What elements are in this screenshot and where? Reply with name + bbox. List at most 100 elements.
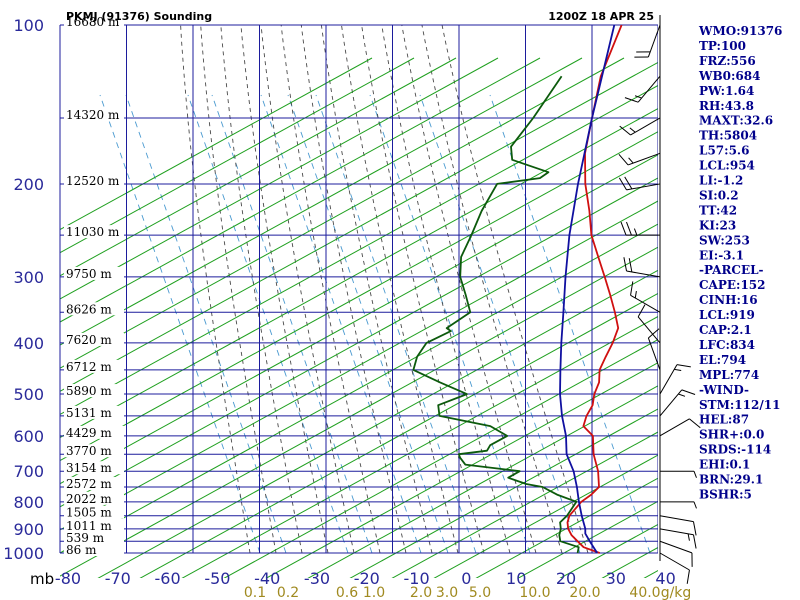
dry-adiabat-line xyxy=(559,523,658,578)
chart-title: PKMJ (91376) Sounding xyxy=(66,10,212,23)
height-label-bg xyxy=(64,266,124,280)
index-line: PW:1.64 xyxy=(699,84,754,98)
mixing-ratio-line xyxy=(369,94,531,554)
wind-barb xyxy=(618,152,661,166)
height-label: 4429 m xyxy=(66,426,112,440)
wind-barb xyxy=(637,304,661,344)
index-line: EI:-3.1 xyxy=(699,248,744,262)
wind-barb xyxy=(623,257,661,278)
dry-adiabat-line xyxy=(517,500,658,578)
dry-adiabat-line xyxy=(60,61,658,392)
index-line: FRZ:556 xyxy=(699,54,756,68)
temperature-tick-label: -60 xyxy=(155,569,181,588)
index-line: TP:100 xyxy=(699,39,746,53)
temperature-tick-label: 10 xyxy=(506,569,526,588)
isobar-grid xyxy=(59,24,658,554)
dry-adiabat-line xyxy=(60,246,658,577)
height-label-bg xyxy=(64,225,124,239)
mixing-ratio-line xyxy=(187,94,349,554)
pressure-tick-label: 900 xyxy=(13,520,44,539)
dry-adiabat-line xyxy=(60,57,457,277)
dry-adiabat-line xyxy=(60,108,658,439)
mixing-ratio-unit: g/kg xyxy=(661,585,692,600)
height-label-bg xyxy=(64,405,124,419)
temperature-tick-label: -30 xyxy=(304,569,330,588)
moist-adiabat-line xyxy=(320,25,433,554)
wind-barb xyxy=(660,501,697,509)
temperature-tick-label: -70 xyxy=(105,569,131,588)
height-label: 11030 m xyxy=(66,225,120,239)
index-line: HEL:87 xyxy=(699,413,749,427)
height-label-bg xyxy=(64,518,124,532)
wind-barb xyxy=(624,75,661,103)
dry-adiabat-line xyxy=(60,84,658,415)
mixing-ratio-label: 40.0 xyxy=(629,585,660,600)
temperature-tick-label: 0 xyxy=(461,569,471,588)
mixing-ratio-lines xyxy=(99,94,651,554)
pressure-tick-label: 500 xyxy=(13,385,44,404)
height-label-bg xyxy=(64,384,124,398)
height-labels: 16680 m 14320 m 12520 m 11030 m 9750 m 8626 m… xyxy=(64,15,124,557)
mixing-ratio-label: 2.0 xyxy=(410,585,432,600)
height-label-bg xyxy=(64,302,124,316)
moist-adiabats xyxy=(180,25,589,554)
index-line: LI:-1.2 xyxy=(699,174,743,188)
parcel-trace xyxy=(559,25,616,554)
index-line: EL:794 xyxy=(699,353,746,367)
dry-adiabat-line xyxy=(60,131,658,462)
height-label: 5131 m xyxy=(66,406,112,420)
mixing-ratio-label: 5.0 xyxy=(469,585,491,600)
index-line: BRN:29.1 xyxy=(699,473,763,487)
index-line: MPL:774 xyxy=(699,368,759,382)
index-line: TT:42 xyxy=(699,203,737,217)
height-label: 86 m xyxy=(66,543,97,557)
height-label: 3770 m xyxy=(66,444,112,458)
pressure-tick-label: 400 xyxy=(13,334,44,353)
index-line: RH:43.8 xyxy=(699,99,754,113)
moist-adiabat-line xyxy=(300,25,407,554)
index-line: LFC:834 xyxy=(699,338,755,352)
mixing-ratio-label: 1.0 xyxy=(363,585,385,600)
pressure-tick-label: 300 xyxy=(13,268,44,287)
index-line: WMO:91376 xyxy=(698,24,782,38)
pressure-unit-label: mb xyxy=(30,570,54,588)
mixing-ratio-label: 0.6 xyxy=(336,585,358,600)
height-label: 8626 m xyxy=(66,302,112,316)
stability-indices: WMO:91376TP:100FRZ:556WB0:684PW:1.64RH:4… xyxy=(698,24,782,501)
moist-adiabat-line xyxy=(200,25,277,554)
pressure-tick-label: 700 xyxy=(13,462,44,481)
height-label-bg xyxy=(64,543,124,556)
height-label: 3154 m xyxy=(66,461,112,475)
pressure-tick-label: 600 xyxy=(13,427,44,446)
dry-adiabat-line xyxy=(97,269,658,578)
dry-adiabat-line xyxy=(433,454,658,578)
dry-adiabat-line xyxy=(60,57,541,323)
index-line: EHI:0.1 xyxy=(699,458,750,472)
wind-barb xyxy=(619,117,661,136)
temperature-tick-label: -20 xyxy=(354,569,380,588)
wind-barb xyxy=(659,389,696,417)
dry-adiabat-line xyxy=(475,477,658,578)
wind-barb xyxy=(660,470,697,478)
sounding-traces xyxy=(412,25,623,554)
wind-barbs xyxy=(618,15,701,584)
height-label-bg xyxy=(64,531,124,545)
index-line: L57:5.6 xyxy=(699,144,749,158)
mixing-ratio-label: 0.1 xyxy=(244,585,266,600)
dry-adiabat-line xyxy=(223,339,658,578)
height-label-bg xyxy=(64,477,124,491)
dry-adiabat-line xyxy=(391,431,658,578)
height-label: 539 m xyxy=(66,531,105,545)
height-label: 1505 m xyxy=(66,506,112,520)
mixing-ratio-line xyxy=(99,94,261,554)
wind-barb xyxy=(659,540,693,567)
wind-barb xyxy=(630,281,661,313)
height-label-bg xyxy=(64,444,124,458)
height-label-bg xyxy=(64,425,124,439)
dry-adiabat-line xyxy=(265,362,658,578)
height-label: 2022 m xyxy=(66,492,112,506)
isotherm-grid xyxy=(60,25,658,553)
mixing-ratio-line xyxy=(287,94,449,554)
temperature-tick-label: -10 xyxy=(404,569,430,588)
